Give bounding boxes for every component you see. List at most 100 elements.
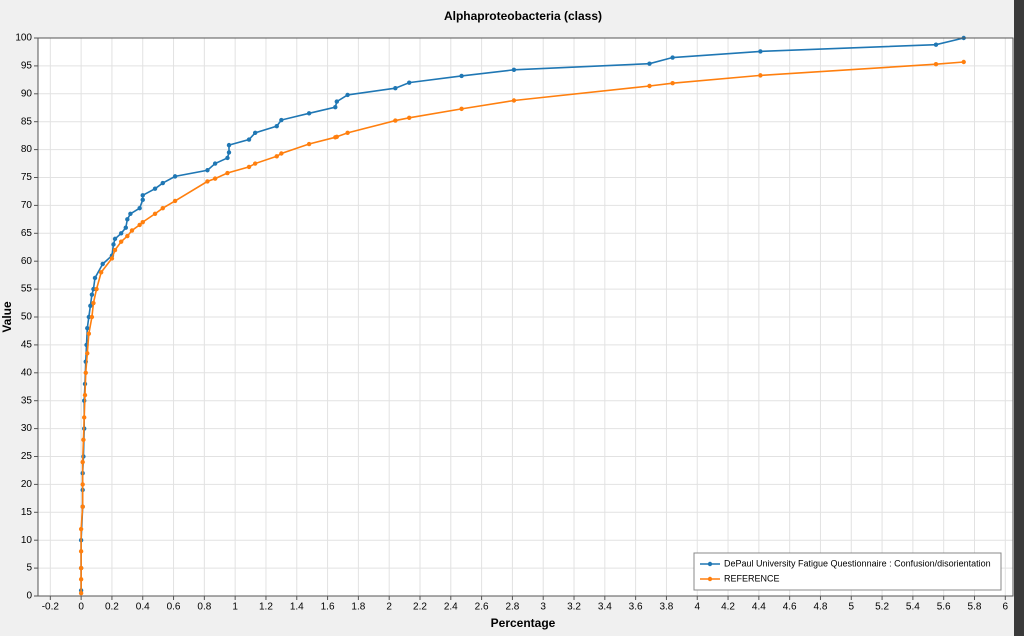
data-point	[511, 98, 517, 103]
grid	[38, 37, 1013, 597]
data-point	[125, 217, 130, 222]
x-tick-label: 2.8	[505, 602, 519, 613]
data-point	[212, 176, 218, 181]
data-point	[393, 86, 398, 91]
x-tick-label: 3.8	[659, 602, 673, 613]
data-point	[128, 211, 133, 216]
y-tick-label: 0	[26, 591, 32, 602]
data-point	[252, 161, 258, 166]
y-tick-label: 65	[21, 228, 33, 239]
data-point	[758, 49, 763, 54]
data-point	[333, 104, 338, 110]
data-point	[78, 526, 84, 532]
data-point	[274, 123, 279, 129]
x-tick-label: 4.2	[721, 602, 735, 613]
data-point	[83, 370, 88, 375]
y-tick-label: 15	[21, 507, 33, 518]
data-point	[86, 331, 92, 336]
data-point	[226, 150, 232, 155]
x-tick-label: 0.4	[136, 602, 150, 613]
x-tick-label: 0.6	[167, 602, 181, 613]
x-tick-label: 1.6	[321, 602, 335, 613]
data-point	[100, 261, 105, 267]
data-point	[137, 222, 142, 228]
data-point	[160, 205, 165, 211]
data-point	[140, 197, 145, 203]
x-tick-label: 1.4	[290, 602, 304, 613]
data-point	[91, 286, 96, 292]
data-point	[86, 314, 92, 320]
data-point	[459, 106, 464, 112]
data-point	[334, 99, 340, 104]
x-tick-label: 0.2	[105, 602, 119, 613]
y-tick-label: 45	[21, 340, 33, 351]
x-tick-label: 4	[694, 602, 700, 613]
data-point	[112, 236, 118, 242]
x-tick-label: 4.4	[752, 602, 766, 613]
data-point	[407, 115, 412, 120]
data-point	[112, 247, 118, 253]
data-point	[225, 170, 230, 176]
y-tick-label: 100	[15, 33, 32, 44]
y-tick-label: 75	[21, 172, 33, 183]
data-point	[91, 300, 96, 306]
data-point	[85, 325, 90, 331]
data-point	[246, 137, 252, 142]
data-point	[160, 180, 165, 186]
data-point	[670, 80, 675, 86]
x-tick-label: 3	[540, 602, 546, 613]
data-point	[212, 161, 218, 166]
data-point	[80, 459, 85, 465]
data-point	[82, 415, 87, 420]
data-point	[81, 437, 86, 442]
x-tick-label: 5.4	[906, 602, 920, 613]
data-point	[647, 61, 652, 66]
x-tick-label: 5.6	[937, 602, 951, 613]
legend-marker	[707, 561, 713, 567]
data-point	[78, 565, 84, 571]
x-tick-label: 2.6	[475, 602, 489, 613]
data-point	[109, 256, 115, 261]
y-tick-label: 10	[21, 535, 33, 546]
x-tick-label: 1.2	[259, 602, 273, 613]
x-tick-label: 5.2	[875, 602, 889, 613]
y-tick-label: 30	[21, 423, 33, 434]
y-tick-label: 35	[21, 395, 33, 406]
data-point	[80, 482, 85, 487]
data-point	[226, 142, 232, 148]
data-point	[78, 549, 84, 554]
y-tick-label: 60	[21, 256, 33, 267]
x-tick-label: 4.6	[783, 602, 797, 613]
y-tick-label: 5	[26, 563, 32, 574]
data-point	[670, 55, 675, 60]
data-point	[459, 73, 464, 79]
data-point	[279, 117, 284, 123]
data-point	[118, 239, 124, 244]
data-point	[140, 193, 145, 198]
x-tick-label: 3.6	[629, 602, 643, 613]
data-point	[274, 154, 279, 159]
x-tick-label: 4.8	[814, 602, 828, 613]
data-point	[78, 577, 84, 582]
data-point	[205, 179, 210, 184]
x-tick-label: 6	[1003, 602, 1009, 613]
y-tick-label: 80	[21, 144, 33, 155]
data-point	[246, 164, 252, 170]
y-tick-label: 40	[21, 367, 33, 378]
legend-box	[693, 552, 1002, 591]
legend: DePaul University Fatigue Questionnaire …	[693, 552, 1002, 591]
data-point	[334, 134, 340, 139]
data-point	[123, 225, 128, 230]
y-axis-label: Value	[0, 301, 14, 333]
legend-label: DePaul University Fatigue Questionnaire …	[724, 558, 991, 568]
data-point	[511, 67, 517, 73]
data-point	[306, 141, 312, 147]
legend-marker	[707, 576, 713, 582]
x-tick-label: 2.4	[444, 602, 458, 613]
data-point	[152, 186, 158, 191]
x-tick-label: 3.2	[567, 602, 581, 613]
data-point	[98, 270, 104, 275]
data-point	[225, 155, 230, 161]
x-tick-label: 1	[232, 602, 238, 613]
